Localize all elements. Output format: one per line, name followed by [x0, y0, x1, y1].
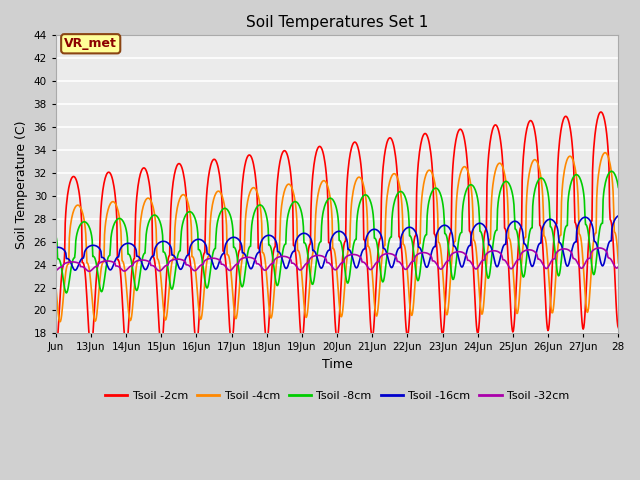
- Tsoil -2cm: [614, 325, 622, 331]
- Line: Tsoil -4cm: Tsoil -4cm: [56, 153, 618, 322]
- Tsoil -8cm: [286, 205, 294, 211]
- Tsoil -32cm: [614, 264, 622, 269]
- Tsoil -8cm: [614, 184, 622, 190]
- Tsoil -4cm: [601, 150, 609, 156]
- Tsoil -8cm: [52, 233, 60, 239]
- Title: Soil Temperatures Set 1: Soil Temperatures Set 1: [246, 15, 428, 30]
- Line: Tsoil -8cm: Tsoil -8cm: [56, 171, 618, 293]
- Tsoil -8cm: [587, 254, 595, 260]
- Tsoil -32cm: [595, 245, 603, 251]
- Tsoil -16cm: [614, 213, 622, 218]
- Tsoil -4cm: [56, 319, 64, 325]
- Tsoil -32cm: [286, 256, 294, 262]
- Tsoil -8cm: [157, 222, 164, 228]
- Tsoil -4cm: [52, 284, 60, 290]
- Tsoil -16cm: [596, 254, 604, 260]
- Tsoil -4cm: [587, 275, 595, 280]
- Tsoil -8cm: [384, 245, 392, 251]
- Tsoil -2cm: [586, 222, 594, 228]
- Tsoil -16cm: [71, 267, 79, 273]
- Tsoil -32cm: [79, 264, 86, 270]
- Legend: Tsoil -2cm, Tsoil -4cm, Tsoil -8cm, Tsoil -16cm, Tsoil -32cm: Tsoil -2cm, Tsoil -4cm, Tsoil -8cm, Tsoi…: [100, 387, 574, 406]
- Tsoil -4cm: [596, 164, 604, 170]
- Tsoil -16cm: [52, 245, 60, 251]
- Tsoil -32cm: [587, 251, 595, 256]
- Tsoil -2cm: [52, 348, 60, 353]
- Tsoil -2cm: [156, 339, 164, 345]
- Tsoil -8cm: [79, 219, 87, 225]
- Tsoil -16cm: [286, 257, 294, 263]
- Tsoil -2cm: [597, 109, 605, 115]
- Y-axis label: Soil Temperature (C): Soil Temperature (C): [15, 120, 28, 249]
- Line: Tsoil -16cm: Tsoil -16cm: [56, 216, 618, 270]
- Tsoil -4cm: [384, 188, 392, 194]
- Tsoil -8cm: [596, 227, 604, 233]
- Text: VR_met: VR_met: [64, 37, 117, 50]
- Line: Tsoil -32cm: Tsoil -32cm: [56, 248, 618, 271]
- Tsoil -32cm: [157, 267, 164, 273]
- Tsoil -2cm: [79, 260, 86, 265]
- Tsoil -32cm: [85, 268, 93, 274]
- Tsoil -32cm: [384, 251, 392, 256]
- Tsoil -2cm: [285, 161, 293, 167]
- X-axis label: Time: Time: [322, 358, 353, 371]
- Tsoil -8cm: [63, 290, 70, 296]
- Tsoil -8cm: [607, 168, 615, 174]
- Tsoil -2cm: [383, 139, 391, 144]
- Tsoil -32cm: [52, 268, 60, 274]
- Tsoil -16cm: [587, 219, 595, 225]
- Tsoil -16cm: [79, 255, 87, 261]
- Tsoil -4cm: [79, 213, 87, 219]
- Tsoil -2cm: [595, 111, 603, 117]
- Tsoil -16cm: [384, 254, 392, 260]
- Tsoil -32cm: [596, 245, 604, 251]
- Tsoil -16cm: [157, 239, 164, 245]
- Tsoil -4cm: [614, 260, 622, 265]
- Line: Tsoil -2cm: Tsoil -2cm: [56, 112, 618, 350]
- Tsoil -4cm: [286, 182, 294, 188]
- Tsoil -4cm: [157, 274, 164, 280]
